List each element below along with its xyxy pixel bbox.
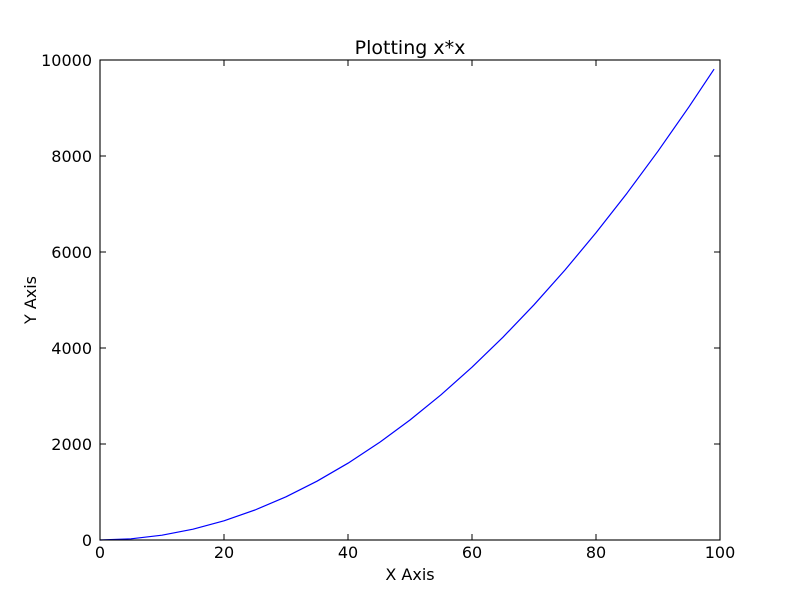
x-tick-label-0: 0	[95, 543, 105, 562]
series-line-1	[99, 68, 715, 541]
y-tick-label-2: 4000	[51, 339, 92, 358]
y-tick-label-5: 10000	[41, 51, 92, 70]
chart-title: Plotting x*x	[355, 37, 466, 59]
plot-frame	[99, 59, 721, 541]
x-tick-label-3: 60	[462, 543, 482, 562]
y-tick-label-4: 8000	[51, 147, 92, 166]
data-layer	[99, 68, 715, 541]
y-tick-label-0: 0	[82, 531, 92, 550]
x-tick-label-4: 80	[586, 543, 606, 562]
x-tick-label-2: 40	[338, 543, 358, 562]
x-tick-label-1: 20	[214, 543, 234, 562]
y-tick-label-1: 2000	[51, 435, 92, 454]
plot-background	[100, 60, 720, 540]
y-tick-label-3: 6000	[51, 243, 92, 262]
x-tick-label-5: 100	[705, 543, 736, 562]
y-axis-label: Y Axis	[21, 276, 40, 325]
x-axis-label: X Axis	[385, 565, 434, 584]
